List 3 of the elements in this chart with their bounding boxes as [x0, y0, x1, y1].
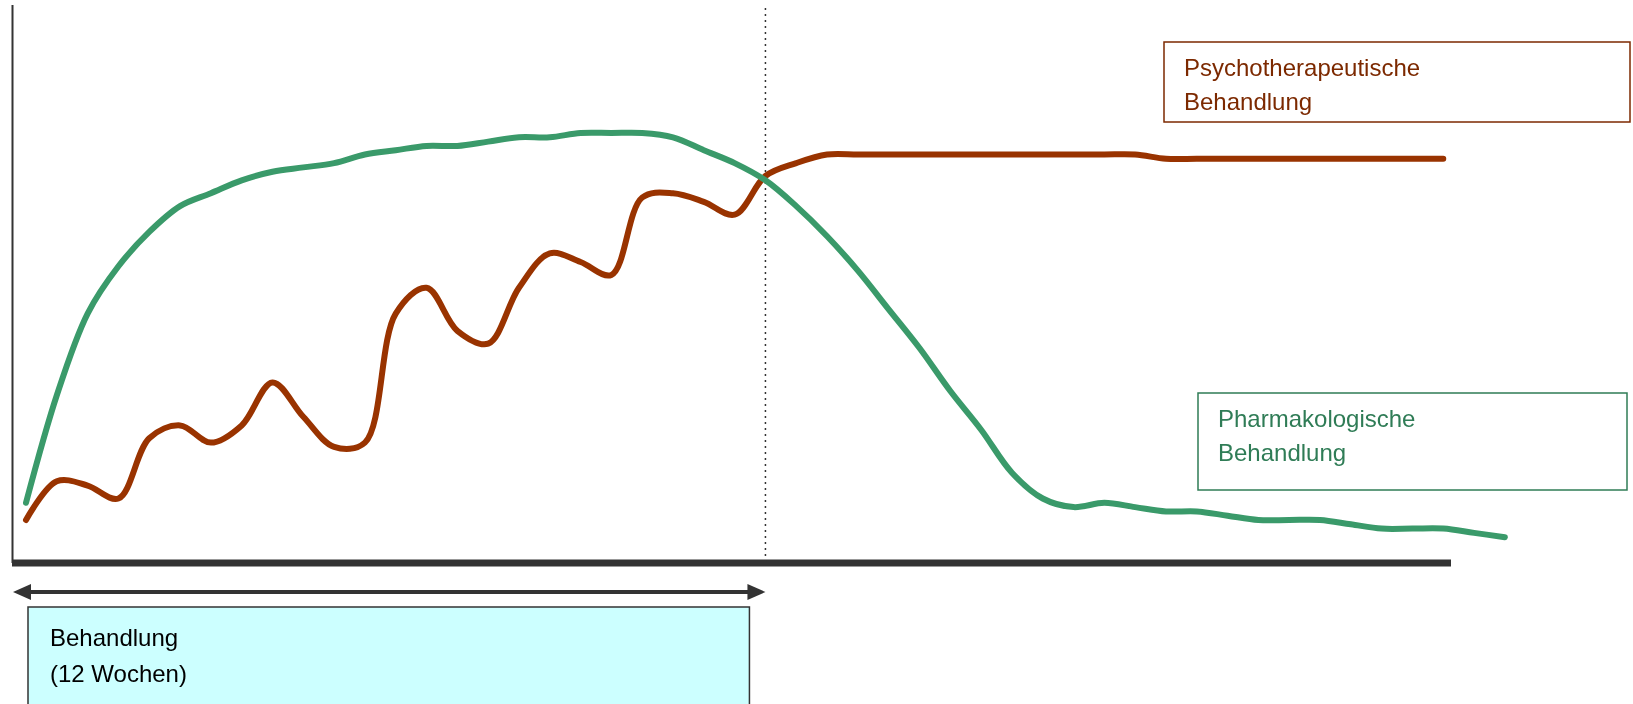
- text: Behandlung (12 Wochen): [50, 624, 187, 687]
- series-label: Psychotherapeutische Behandlung: [1184, 54, 1421, 115]
- series-label: Pharmakologische Behandlung: [1218, 405, 1416, 466]
